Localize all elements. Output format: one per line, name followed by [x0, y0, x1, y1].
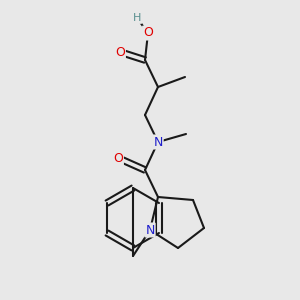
Text: O: O — [143, 26, 153, 40]
Text: O: O — [115, 46, 125, 59]
Text: N: N — [145, 224, 155, 236]
Text: H: H — [133, 13, 141, 23]
Text: N: N — [153, 136, 163, 148]
Text: O: O — [113, 152, 123, 164]
